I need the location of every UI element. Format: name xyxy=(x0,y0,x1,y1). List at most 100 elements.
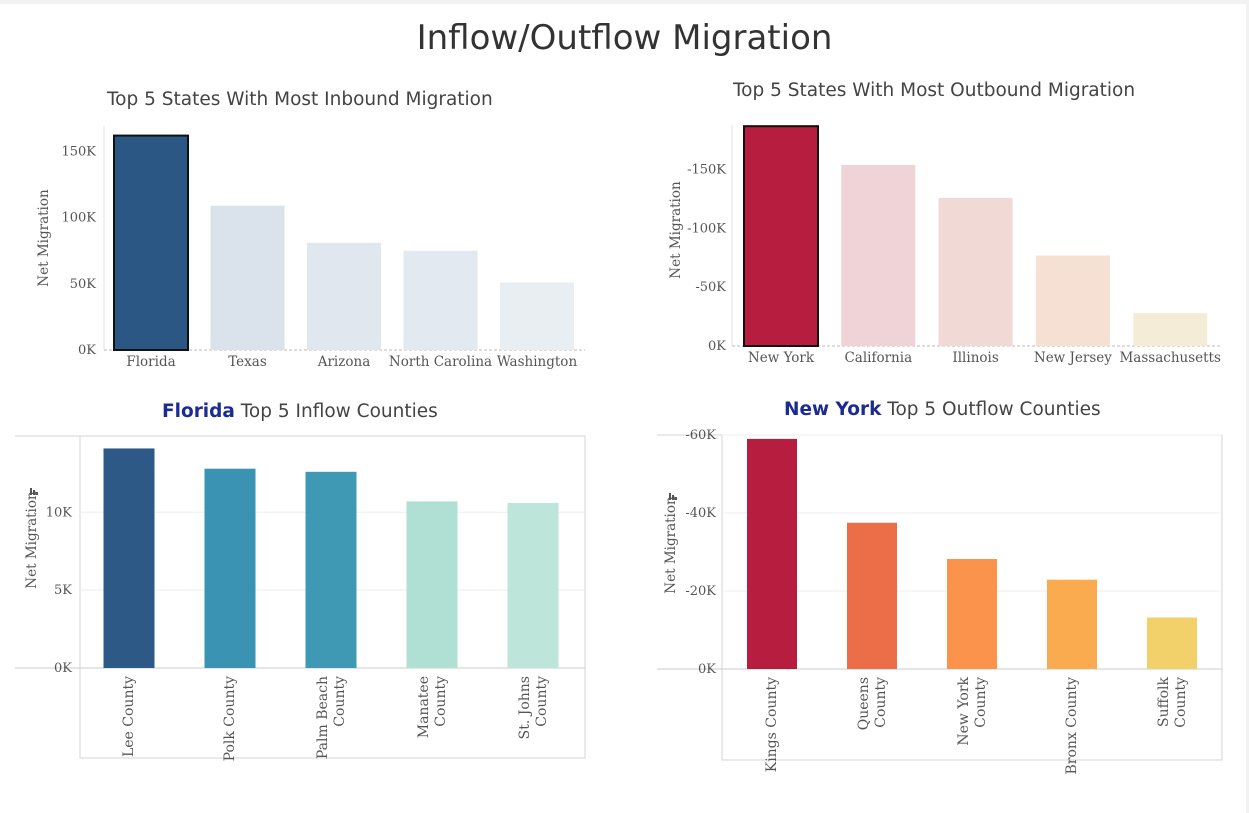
inbound-chart-title: Top 5 States With Most Inbound Migration xyxy=(107,89,493,110)
inbound-tick-label: 150K xyxy=(61,144,96,159)
inbound-tick-label: 50K xyxy=(70,277,97,292)
outflow-category-label-line: Queens xyxy=(856,677,872,730)
outflow-category-label-line: Bronx County xyxy=(1064,677,1080,775)
outbound-tick-label: -150K xyxy=(687,163,726,178)
inbound-category-label: Florida xyxy=(126,354,175,370)
inflow-bar xyxy=(507,502,559,668)
sort-icon-bar xyxy=(33,490,35,495)
outbound-tick-label: -50K xyxy=(695,280,726,295)
inflow-category-label-line: St. Johns xyxy=(517,676,533,739)
inflow-category-label-line: Manatee xyxy=(416,676,432,738)
outflow-title-state: New York xyxy=(784,399,882,420)
outbound-category-label: New York xyxy=(748,350,815,366)
inflow-category-label-line: County xyxy=(433,676,449,727)
inbound-bar xyxy=(307,242,381,350)
right-scroll-border xyxy=(1246,0,1249,813)
sort-icon-bar xyxy=(672,495,674,500)
inflow-bar xyxy=(305,471,357,668)
inflow-category-label: Palm BeachCounty xyxy=(315,676,348,759)
outbound-bar xyxy=(1133,313,1208,346)
sort-icon-bar xyxy=(675,497,677,500)
outbound-chart-title: Top 5 States With Most Outbound Migratio… xyxy=(733,80,1136,101)
outbound-category-label: California xyxy=(844,350,912,366)
inbound-tick-label: 0K xyxy=(78,343,96,358)
inflow-category-label: ManateeCounty xyxy=(416,676,449,738)
inflow-category-label-line: Palm Beach xyxy=(315,676,331,759)
outflow-category-label: Bronx County xyxy=(1064,677,1080,775)
outflow-category-label-line: County xyxy=(973,677,989,728)
inbound-y-axis-title: Net Migration xyxy=(36,189,52,287)
outflow-tick-label: -40K xyxy=(685,506,716,521)
sort-icon-bar xyxy=(36,492,38,495)
outflow-title-rest: Top 5 Outflow Counties xyxy=(881,399,1101,420)
outflow-chart: 0K -20K -40K -60K Net Migration Kings County Q… xyxy=(657,428,1223,775)
inflow-category-label-line: Lee County xyxy=(121,676,137,757)
inbound-tick-label: 100K xyxy=(61,211,96,226)
outbound-y-axis-title: Net Migration xyxy=(668,181,684,279)
outflow-tick-label: -60K xyxy=(685,428,716,443)
outflow-category-label-line: Suffolk xyxy=(1156,676,1172,726)
outflow-category-label-line: New York xyxy=(956,676,972,745)
outflow-category-label-line: County xyxy=(873,677,889,728)
inbound-bar xyxy=(210,205,285,350)
inbound-category-label: Arizona xyxy=(317,354,371,370)
outbound-bar xyxy=(1035,255,1110,346)
sort-icon-bar xyxy=(30,488,32,495)
outbound-bar xyxy=(841,164,916,346)
inflow-chart: 0K 5K 10K Net Migration Lee County Polk Count… xyxy=(15,435,586,761)
outbound-category-label: Illinois xyxy=(952,350,998,366)
inbound-bar xyxy=(500,282,574,350)
outflow-chart-title: New York Top 5 Outflow Counties xyxy=(784,399,1101,420)
inflow-category-label-line: Polk County xyxy=(222,676,238,761)
inflow-title-state: Florida xyxy=(162,401,235,422)
sort-icon[interactable] xyxy=(30,488,38,495)
inbound-bar xyxy=(403,250,478,350)
inbound-chart: 0K 50K 100K 150K Net Migration Florida Texas Ar… xyxy=(36,125,585,370)
outflow-category-label: QueensCounty xyxy=(856,677,889,730)
outbound-category-label: New Jersey xyxy=(1034,350,1112,366)
outbound-tick-label: 0K xyxy=(708,339,726,354)
outflow-y-axis-title: Net Migration xyxy=(663,496,679,594)
inflow-category-label: Lee County xyxy=(121,676,137,757)
inbound-bar xyxy=(113,134,189,351)
outflow-category-label: New YorkCounty xyxy=(956,676,989,745)
outbound-tick-label: -100K xyxy=(687,221,726,236)
outflow-category-label: SuffolkCounty xyxy=(1156,676,1189,727)
outbound-bar xyxy=(938,197,1013,346)
inflow-category-label: Polk County xyxy=(222,676,238,761)
outflow-bar xyxy=(1147,617,1197,669)
inbound-category-label: Texas xyxy=(228,354,267,370)
outbound-category-label: Massachusetts xyxy=(1119,350,1220,366)
inflow-title-rest: Top 5 Inflow Counties xyxy=(234,401,438,422)
inflow-category-label: St. JohnsCounty xyxy=(517,676,550,739)
inflow-bar xyxy=(103,448,155,668)
inflow-tick-label: 0K xyxy=(54,661,72,676)
outflow-tick-label: 0K xyxy=(698,662,716,677)
inflow-category-label-line: County xyxy=(332,676,348,727)
inbound-category-label: Washington xyxy=(497,354,578,370)
top-border xyxy=(0,0,1249,4)
outflow-bar xyxy=(747,438,797,669)
inflow-bar xyxy=(406,501,458,668)
sort-icon-bar xyxy=(669,493,671,500)
inflow-category-label-line: County xyxy=(534,676,550,727)
inflow-tick-label: 10K xyxy=(46,505,73,520)
inflow-y-axis-title: Net Migration xyxy=(24,491,40,589)
outbound-bar xyxy=(743,125,819,347)
outflow-bar xyxy=(947,559,997,669)
inflow-frame xyxy=(79,435,586,759)
outflow-bar xyxy=(847,522,897,669)
outflow-bar xyxy=(1047,579,1097,669)
inflow-chart-title: Florida Top 5 Inflow Counties xyxy=(162,401,438,422)
outflow-tick-label: -20K xyxy=(685,584,716,599)
inflow-bar xyxy=(204,468,256,668)
outflow-category-label-line: County xyxy=(1173,677,1189,728)
inbound-category-label: North Carolina xyxy=(389,354,492,370)
inflow-tick-label: 5K xyxy=(54,583,72,598)
sort-icon[interactable] xyxy=(669,493,677,500)
outflow-category-label: Kings County xyxy=(764,677,780,772)
dashboard-title: Inflow/Outflow Migration xyxy=(416,18,833,58)
outflow-category-label-line: Kings County xyxy=(764,677,780,772)
